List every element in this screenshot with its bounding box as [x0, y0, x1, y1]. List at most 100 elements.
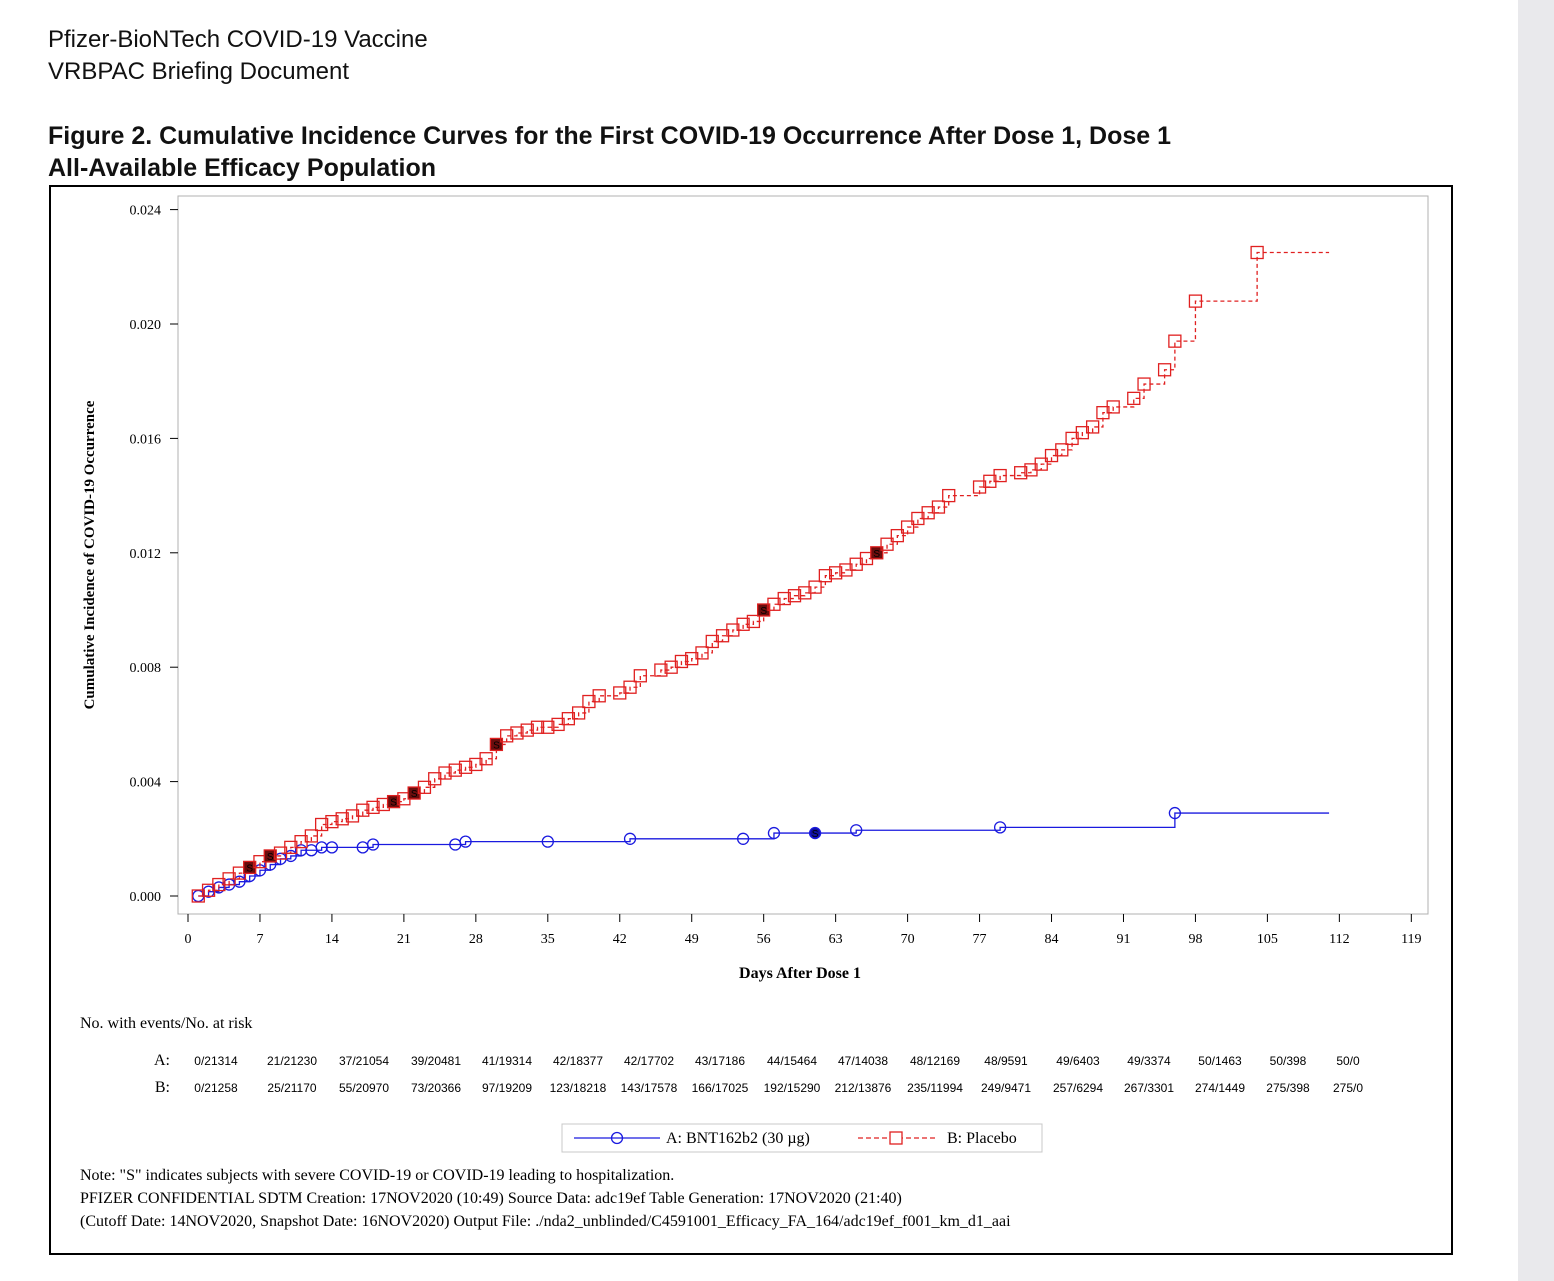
series-b-severe-marker: [870, 546, 884, 560]
vertical-scrollbar[interactable]: [1518, 0, 1554, 1281]
series-b-marker: [1106, 400, 1120, 414]
series-a-marker: [541, 835, 554, 848]
series-b-marker: [1085, 420, 1100, 434]
series-a-marker: [1168, 806, 1182, 820]
y-tick-label: 0.020: [130, 318, 162, 333]
risk-cell: 44/15464: [767, 1054, 817, 1068]
risk-cell: 249/9471: [981, 1081, 1031, 1095]
risk-cell: 48/9591: [984, 1054, 1028, 1068]
series-b-marker: [993, 468, 1007, 483]
series-b-marker: [1014, 466, 1028, 480]
risk-cell: 50/0: [1336, 1054, 1360, 1068]
x-axis-label: Days After Dose 1: [739, 965, 861, 982]
series-a-marker: [366, 838, 380, 851]
series-b-marker: [1188, 294, 1203, 308]
series-b-marker: [325, 814, 339, 829]
series-a-marker: [993, 821, 1007, 834]
risk-cell: 143/17578: [621, 1081, 678, 1095]
series-b-marker: [1137, 377, 1151, 391]
risk-cell: 47/14038: [838, 1054, 888, 1068]
series-a-marker: [623, 832, 637, 845]
y-tick-label: 0.000: [130, 890, 162, 905]
figure-frame: [49, 185, 1453, 1255]
x-tick-label: 35: [541, 932, 555, 947]
risk-cell: 257/6294: [1053, 1081, 1103, 1095]
document-header: Pfizer-BioNTech COVID-19 Vaccine VRBPAC …: [48, 24, 428, 88]
document-header-line2: VRBPAC Briefing Document: [48, 58, 350, 85]
x-tick-label: 105: [1257, 932, 1278, 947]
risk-cell: 274/1449: [1195, 1081, 1245, 1095]
series-b-marker: [654, 663, 668, 677]
series-b-marker: [633, 669, 647, 683]
plot-area: [177, 195, 1429, 915]
series-b-marker: [520, 723, 534, 737]
y-tick-label: 0.008: [130, 661, 162, 676]
risk-cell: 73/20366: [411, 1081, 461, 1095]
series-a-marker: [233, 875, 246, 888]
x-tick-label: 7: [256, 932, 263, 947]
footnote-line: Note: "S" indicates subjects with severe…: [80, 1167, 674, 1184]
x-tick-label: 49: [685, 932, 699, 947]
series-b-marker: [335, 812, 349, 826]
risk-cell: 50/1463: [1198, 1054, 1242, 1068]
severe-label: S: [267, 852, 274, 863]
series-b-severe-marker: [263, 849, 277, 863]
series-a-marker: [767, 826, 781, 840]
legend: A: BNT162b2 (30 µg) B: Placebo: [561, 1123, 1043, 1153]
series-b-marker: [417, 780, 432, 794]
series-b-marker: [304, 829, 319, 843]
severe-label: S: [760, 606, 767, 617]
severe-label: S: [390, 798, 397, 809]
risk-table-title: No. with events/No. at risk: [80, 1015, 252, 1032]
risk-cell: 49/6403: [1056, 1054, 1100, 1068]
x-tick-label: 42: [613, 932, 627, 947]
series-b-marker: [736, 617, 750, 631]
risk-cell: 39/20481: [411, 1054, 461, 1068]
series-b-marker: [530, 720, 545, 734]
series-b-marker: [828, 566, 843, 580]
risk-row-label: B:: [155, 1079, 170, 1096]
series-b-marker: [571, 706, 586, 720]
series-b-marker: [787, 589, 802, 603]
severe-label: S: [873, 549, 880, 560]
x-tick-label: 112: [1329, 932, 1349, 947]
risk-cell: 21/21230: [267, 1054, 317, 1068]
series-b-marker: [448, 763, 462, 777]
y-tick-label: 0.024: [130, 204, 162, 219]
y-tick-label: 0.016: [130, 432, 162, 447]
legend-label-a: A: BNT162b2 (30 µg): [666, 1130, 810, 1147]
x-tick-label: 14: [325, 932, 339, 947]
risk-cell: 49/3374: [1127, 1054, 1171, 1068]
x-tick-label: 91: [1116, 932, 1130, 947]
risk-cell: 0/21258: [194, 1081, 238, 1095]
series-b-marker: [479, 752, 493, 766]
y-axis-label: Cumulative Incidence of COVID-19 Occurre…: [82, 400, 98, 709]
legend-marker-b: [889, 1131, 903, 1145]
series-b-marker: [890, 528, 904, 543]
series-b-marker: [1157, 363, 1172, 377]
series-b-severe-marker: [386, 794, 401, 809]
risk-cell: 48/12169: [910, 1054, 960, 1068]
series-a-marker: [284, 849, 297, 863]
series-b-marker: [541, 720, 555, 734]
series-b-marker: [623, 680, 637, 694]
series-b-marker: [674, 654, 689, 669]
series-b-severe-marker: [489, 737, 504, 752]
risk-cell: 166/17025: [692, 1081, 749, 1095]
risk-cell: 235/11994: [907, 1081, 963, 1095]
series-b-marker: [438, 766, 452, 780]
series-b-marker: [1250, 245, 1264, 260]
severe-label: S: [411, 789, 418, 800]
risk-cell: 41/19314: [482, 1054, 532, 1068]
risk-cell: 275/398: [1266, 1081, 1310, 1095]
risk-cell: 43/17186: [695, 1054, 745, 1068]
footnote-line: PFIZER CONFIDENTIAL SDTM Creation: 17NOV…: [80, 1190, 902, 1207]
figure-title: Figure 2. Cumulative Incidence Curves fo…: [48, 120, 1171, 184]
document-header-line1: Pfizer-BioNTech COVID-19 Vaccine: [48, 26, 428, 53]
series-b-marker: [592, 689, 606, 703]
x-tick-label: 21: [397, 932, 411, 947]
x-tick-label: 84: [1045, 932, 1059, 947]
legend-label-b: B: Placebo: [947, 1130, 1017, 1147]
series-b-marker: [1168, 334, 1182, 348]
